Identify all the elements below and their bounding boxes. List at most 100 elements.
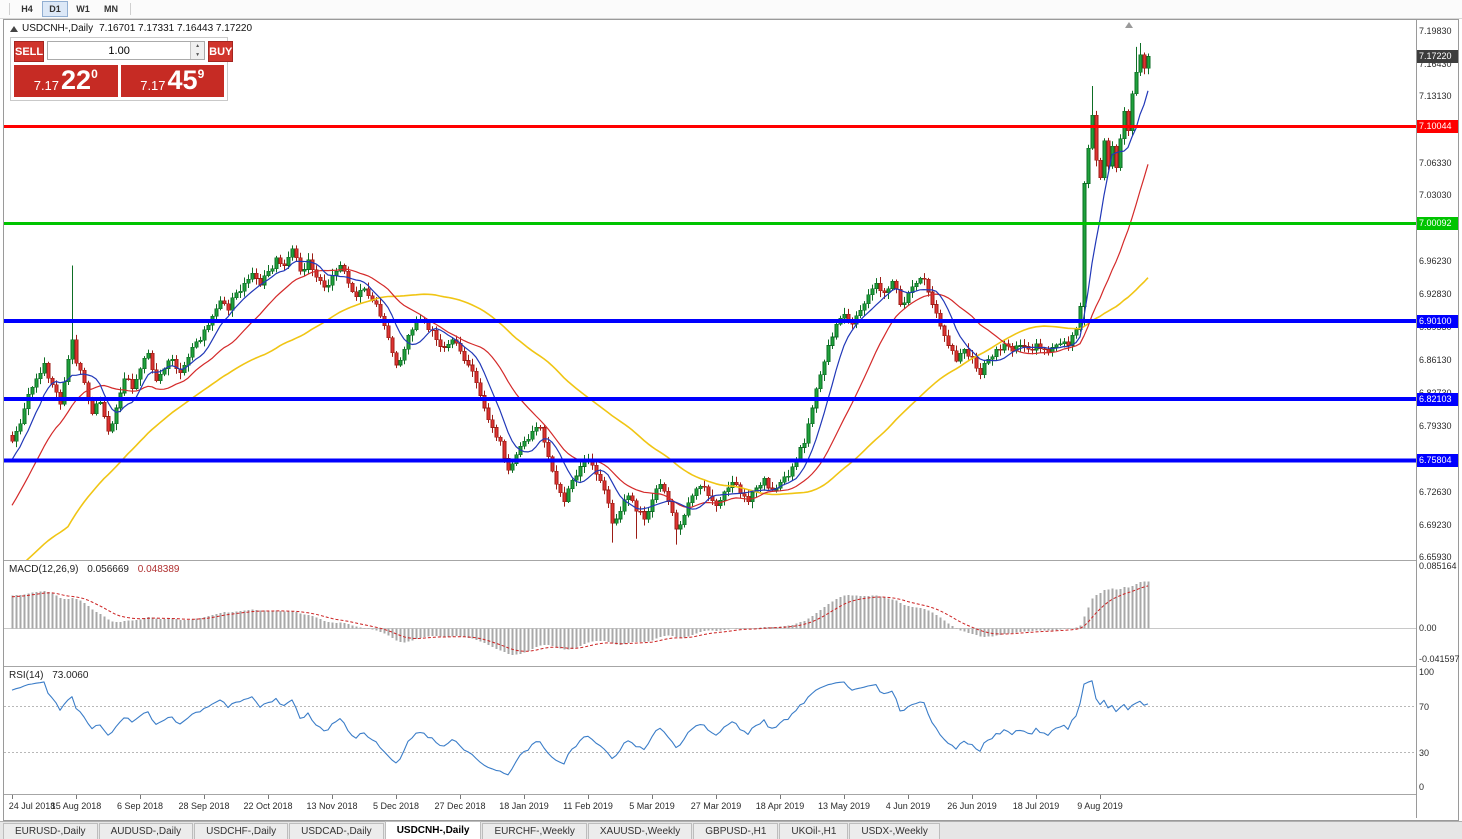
time-axis-label: 28 Sep 2018	[178, 801, 230, 811]
chart-plot-area[interactable]: USDCNH-,Daily 7.16701 7.17331 7.16443 7.…	[4, 20, 1416, 818]
time-axis-tick	[524, 795, 525, 799]
timeframe-button-w1[interactable]: W1	[76, 4, 90, 14]
time-axis-tick	[332, 795, 333, 799]
rsi-label: RSI(14) 73.0060	[9, 670, 88, 681]
macd-main-value: 0.056669	[87, 564, 129, 575]
rsi-axis-label: 0	[1419, 782, 1425, 792]
panel-divider[interactable]	[4, 666, 1416, 667]
time-axis-label: 11 Feb 2019	[563, 801, 613, 811]
bid-point: 0	[91, 67, 98, 81]
toolbar-separator	[9, 3, 10, 15]
price-axis-label: 7.13130	[1419, 91, 1452, 102]
price-tag-7.00092[interactable]: 7.00092	[1417, 217, 1458, 231]
time-axis-label: 26 Jun 2019	[947, 801, 997, 811]
rsi-axis-label: 30	[1419, 747, 1430, 758]
macd-axis-label: 0.085164	[1419, 561, 1457, 571]
time-axis-tick	[588, 795, 589, 799]
time-axis[interactable]: 24 Jul 2018 15 Aug 2018 6 Sep 2018 28 Sep 2…	[4, 795, 1416, 818]
macd-indicator-chart[interactable]	[4, 561, 1416, 666]
time-axis-tick	[1100, 795, 1101, 799]
price-axis-label: 7.03030	[1419, 189, 1452, 200]
price-axis-label: 7.16430	[1419, 59, 1452, 70]
volume-down-button[interactable]: ▼	[191, 50, 205, 59]
ohlc-values: 7.16701 7.17331 7.16443 7.17220	[99, 23, 253, 34]
volume-up-button[interactable]: ▲	[191, 42, 205, 51]
ask-point: 9	[197, 67, 205, 81]
rsi-name: RSI(14)	[9, 670, 44, 681]
ask-price-display[interactable]: 7.17 45 9	[120, 65, 224, 97]
macd-axis-label: -0.041597	[1419, 654, 1460, 664]
title-marker-icon	[10, 25, 18, 32]
bid-price-display[interactable]: 7.17 22 0	[14, 65, 118, 97]
macd-label: MACD(12,26,9) 0.056669 0.048389	[9, 564, 179, 575]
timeframe-button-h4[interactable]: H4	[21, 4, 33, 14]
time-axis-tick	[204, 795, 205, 799]
volume-spinner: ▲ ▼	[190, 42, 205, 59]
time-axis-label: 18 Apr 2019	[755, 801, 805, 811]
time-axis-label: 18 Jan 2019	[499, 801, 549, 811]
time-axis-tick	[76, 795, 77, 799]
price-scale[interactable]: 7.19830 7.16430 7.13130 7.06330 7.03030 6.962…	[1416, 20, 1460, 818]
price-axis-label: 6.65930	[1419, 552, 1452, 562]
chart-tab-bar: EURUSD-,Daily AUDUSD-,Daily USDCHF-,Daily U…	[0, 821, 1462, 839]
price-tag-6.90100[interactable]: 6.90100	[1417, 314, 1458, 328]
price-tag-6.75804[interactable]: 6.75804	[1417, 454, 1458, 468]
volume-input[interactable]	[48, 42, 191, 59]
chart-tab-eurusd-daily[interactable]: EURUSD-,Daily	[3, 823, 98, 839]
current-price-tag: 7.17220	[1417, 49, 1458, 63]
price-axis-label: 6.79330	[1419, 421, 1452, 432]
rsi-axis-label: 70	[1419, 701, 1430, 712]
chart-tab-eurchf-weekly[interactable]: EURCHF-,Weekly	[482, 823, 587, 839]
panel-divider[interactable]	[4, 560, 1416, 561]
time-axis-tick	[908, 795, 909, 799]
time-axis-label: 27 Mar 2019	[690, 801, 742, 811]
chart-tab-usdcnh-daily[interactable]: USDCNH-,Daily	[384, 821, 482, 839]
price-axis-label: 6.69230	[1419, 519, 1452, 530]
price-axis-label: 6.72630	[1419, 486, 1452, 497]
price-axis-label: 6.92830	[1419, 289, 1452, 300]
time-axis-tick	[460, 795, 461, 799]
volume-box: ▲ ▼	[47, 41, 206, 60]
buy-button[interactable]: BUY	[208, 41, 234, 62]
chart-tab-audusd-daily[interactable]: AUDUSD-,Daily	[98, 823, 194, 839]
price-axis-label: 7.19830	[1419, 26, 1452, 36]
rsi-indicator-chart[interactable]	[4, 667, 1416, 794]
chart-tab-xauusd-weekly[interactable]: XAUUSD-,Weekly	[587, 823, 693, 839]
chart-tab-gbpusd-h1[interactable]: GBPUSD-,H1	[693, 823, 779, 839]
chart-shift-end-icon	[1125, 22, 1133, 28]
price-tag-7.10044[interactable]: 7.10044	[1417, 119, 1458, 133]
macd-name: MACD(12,26,9)	[9, 564, 79, 575]
chart-tab-usdx-weekly[interactable]: USDX-,Weekly	[849, 823, 940, 839]
price-tag-6.82103[interactable]: 6.82103	[1417, 392, 1458, 406]
panel-divider[interactable]	[4, 794, 1416, 795]
timeframe-button-d1[interactable]: D1	[42, 1, 68, 17]
rsi-axis-label: 100	[1419, 667, 1435, 677]
chart-tab-usdcad-daily[interactable]: USDCAD-,Daily	[289, 823, 384, 839]
sell-button[interactable]: SELL	[14, 41, 45, 62]
bid-pips: 22	[61, 65, 92, 95]
timeframe-toolbar: H4 D1 W1 MN	[0, 0, 1462, 19]
time-axis-label: 13 May 2019	[817, 801, 871, 811]
one-click-trading-widget: SELL ▲ ▼ BUY 7.17 22 0	[10, 37, 234, 101]
chart-tab-ukoil-h1[interactable]: UKOil-,H1	[779, 823, 849, 839]
price-chart[interactable]	[4, 20, 1416, 560]
time-axis-label: 18 Jul 2019	[1012, 801, 1060, 811]
chart-tab-usdchf-daily[interactable]: USDCHF-,Daily	[194, 823, 289, 839]
time-axis-label: 27 Dec 2018	[434, 801, 486, 811]
symbol-label: USDCNH-,Daily	[22, 23, 94, 34]
time-axis-label: 6 Sep 2018	[116, 801, 164, 811]
time-axis-label: 9 Aug 2019	[1077, 801, 1123, 811]
chart-title: USDCNH-,Daily 7.16701 7.17331 7.16443 7.…	[10, 23, 252, 34]
time-axis-tick	[972, 795, 973, 799]
toolbar-separator	[130, 3, 131, 15]
macd-signal-value: 0.048389	[137, 564, 180, 575]
timeframe-buttons: H4 D1 W1 MN	[14, 1, 126, 17]
price-axis-label: 7.06330	[1419, 157, 1452, 168]
time-axis-tick	[1036, 795, 1037, 799]
time-axis-tick	[268, 795, 269, 799]
timeframe-button-mn[interactable]: MN	[104, 4, 118, 14]
ask-base: 7.17	[140, 78, 166, 93]
time-axis-label: 5 Dec 2018	[372, 801, 420, 811]
time-axis-tick	[396, 795, 397, 799]
time-axis-tick	[780, 795, 781, 799]
